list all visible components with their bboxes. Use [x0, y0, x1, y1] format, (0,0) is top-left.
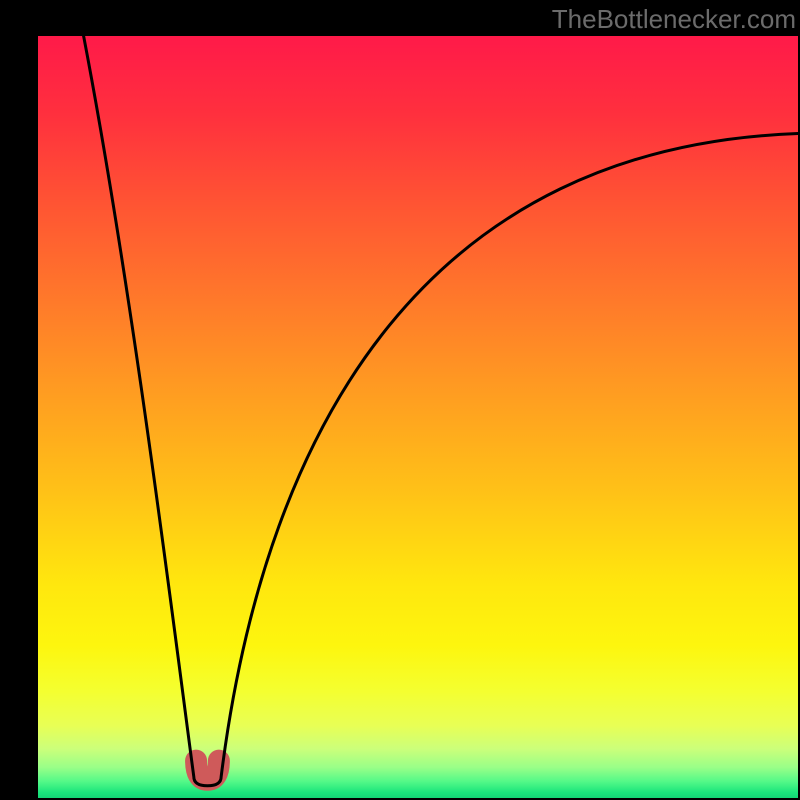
watermark-text: TheBottlenecker.com: [552, 4, 796, 35]
bottleneck-curve: [84, 36, 798, 786]
chart-container: TheBottlenecker.com: [0, 0, 800, 800]
dip-marker: [196, 761, 219, 780]
curve-layer: [38, 36, 798, 798]
plot-area: [38, 36, 798, 798]
